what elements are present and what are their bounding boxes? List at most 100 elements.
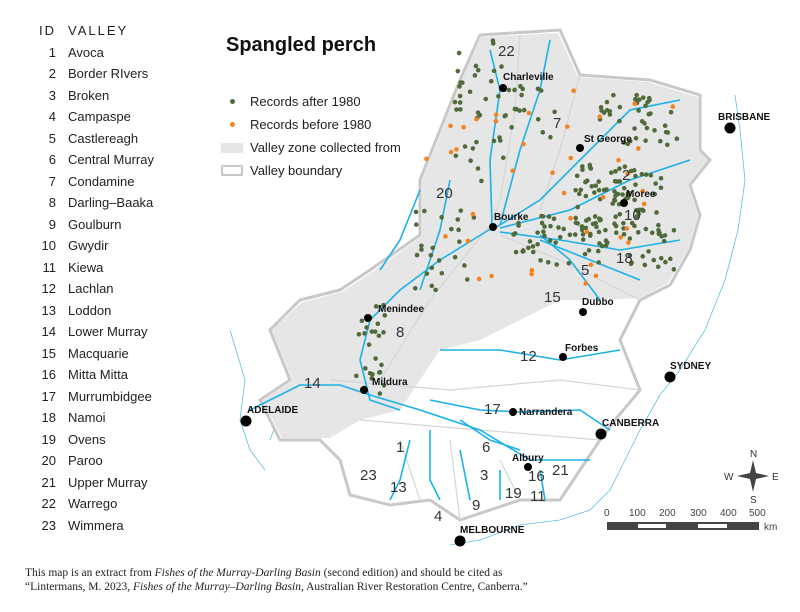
record-point [627, 253, 633, 258]
record-point [512, 106, 518, 112]
record-point [617, 104, 623, 110]
record-point [456, 50, 462, 56]
record-point [615, 179, 620, 184]
record-point [456, 227, 461, 233]
record-point [489, 273, 494, 279]
record-point [616, 157, 621, 163]
caption-text: (second edition) and should be cited as [320, 567, 503, 579]
record-point [636, 108, 641, 113]
legend-item-boundary: Valley boundary [220, 159, 401, 182]
record-point [529, 267, 535, 273]
valley-list-row: 12 Lachlan [32, 278, 154, 300]
record-point [475, 110, 481, 115]
record-point [547, 238, 553, 243]
record-point [548, 223, 553, 229]
valley-list-row: 23 Wimmera [32, 515, 154, 537]
record-point [452, 99, 458, 105]
valley-label-2: 2 [622, 167, 630, 184]
city-dubbo: Dubbo [582, 297, 614, 308]
valley-name: Loddon [68, 302, 112, 318]
valley-label-14: 14 [304, 375, 321, 392]
city-sydney: SYDNEY [670, 361, 711, 372]
record-point [497, 138, 503, 143]
record-point [575, 204, 580, 210]
record-point [599, 243, 605, 249]
record-point [574, 173, 580, 179]
valley-list-row: 10 Gwydir [32, 235, 154, 257]
record-point [671, 267, 677, 272]
valley-label-5: 5 [581, 262, 589, 279]
record-point [439, 214, 444, 220]
record-point [499, 64, 504, 69]
scale-bar: 0 100 200 300 400 500 km [604, 508, 777, 533]
record-point [493, 118, 499, 124]
city-menindee: Menindee [378, 304, 425, 315]
record-point [457, 100, 463, 105]
record-point [636, 211, 641, 217]
record-point [596, 229, 602, 235]
record-point [369, 376, 375, 381]
record-point [576, 191, 582, 197]
record-point [626, 240, 631, 245]
record-point [381, 302, 386, 308]
valley-list-row: 3 Broken [32, 85, 154, 107]
legend-item-before-1980: Records before 1980 [220, 113, 401, 136]
valley-list-row: 9 Goulburn [32, 214, 154, 236]
record-point [612, 197, 617, 203]
record-point [573, 215, 579, 221]
record-point [521, 107, 527, 113]
record-point [603, 238, 609, 244]
record-point [579, 224, 585, 229]
scale-tick: 400 [720, 508, 737, 519]
valley-label-4: 4 [434, 508, 442, 525]
record-point [648, 111, 653, 116]
valley-numbers: 22 7 2 10 20 18 5 15 8 12 14 17 1 6 23 1… [304, 43, 641, 525]
valley-list-header: ID VALLEY [32, 20, 154, 42]
record-point [646, 95, 652, 101]
record-point [541, 229, 546, 235]
valley-id: 21 [41, 474, 56, 490]
valley-list-row: 5 Castlereagh [32, 128, 154, 150]
valley-id: 10 [41, 238, 56, 254]
record-point [618, 234, 624, 240]
record-point [668, 109, 674, 115]
scale-tick: 200 [659, 508, 676, 519]
record-point [648, 172, 654, 178]
valley-id: 11 [42, 259, 57, 275]
citation-caption: This map is an extract from Fishes of th… [25, 566, 528, 594]
record-point [540, 214, 546, 219]
valley-list-row: 22 Warrego [32, 493, 154, 515]
record-point [429, 283, 435, 289]
valley-list-row: 4 Campaspe [32, 106, 154, 128]
record-point [448, 123, 453, 129]
valley-name: Paroo [68, 453, 103, 469]
city-marker [620, 199, 628, 207]
record-point [592, 214, 598, 219]
valley-id: 17 [41, 388, 56, 404]
record-point [596, 179, 602, 184]
record-point [613, 169, 618, 174]
record-point [593, 273, 599, 279]
record-point [639, 171, 645, 177]
record-point [412, 285, 418, 291]
valley-id: 13 [41, 302, 56, 318]
record-point [649, 230, 655, 236]
record-point [502, 113, 508, 119]
record-point [462, 263, 467, 268]
record-point [552, 109, 557, 115]
record-point [572, 232, 578, 237]
record-point [622, 164, 628, 169]
record-point [379, 362, 384, 368]
valley-name: Castlereagh [68, 130, 139, 146]
record-point [513, 249, 519, 255]
valley-label-23: 23 [360, 467, 377, 484]
valley-name: Lachlan [68, 281, 114, 297]
valley-list-row: 11 Kiewa [32, 257, 154, 279]
record-point [584, 229, 590, 235]
valley-list-row: 20 Paroo [32, 450, 154, 472]
city-marker [579, 308, 587, 316]
record-point [353, 373, 359, 379]
record-point [571, 88, 576, 93]
record-point [527, 239, 533, 244]
